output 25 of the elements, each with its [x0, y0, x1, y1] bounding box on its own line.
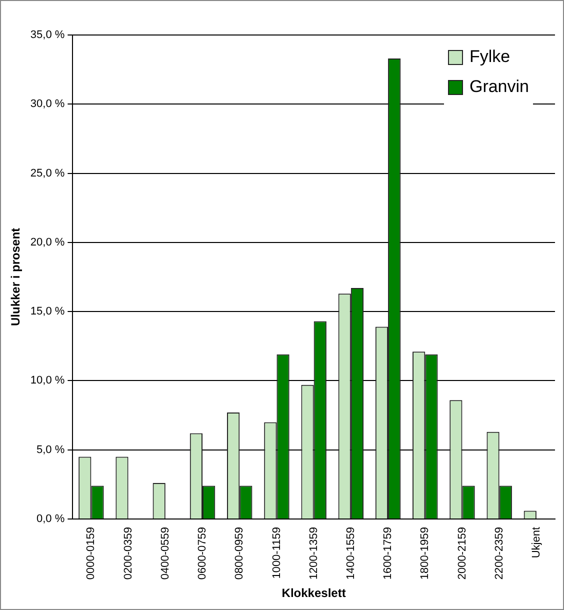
x-tick-label: 2000-2159	[456, 526, 468, 580]
x-tick-label: 1400-1559	[344, 526, 357, 580]
x-tick-label: 1800-1959	[419, 526, 432, 580]
x-axis-title: Klokkeslett	[282, 586, 346, 600]
y-tick-label: 25,0 %	[30, 167, 65, 180]
legend-label: Fylke	[469, 47, 510, 67]
y-tick-label: 20,0 %	[30, 236, 65, 248]
y-tick-label: 5,0 %	[36, 444, 65, 456]
x-tick-label: 1200-1359	[308, 526, 320, 580]
x-tick-label: 0000-0159	[85, 526, 98, 580]
x-tick-label: 0400-0559	[159, 526, 172, 580]
legend-label: Granvin	[469, 77, 529, 97]
x-tick-label: Ukjent	[530, 526, 542, 558]
x-tick-label: 0600-0759	[196, 526, 209, 580]
x-tick-label: 1000-1159	[270, 526, 283, 579]
y-tick-label: 0,0 %	[36, 513, 65, 526]
y-tick-label: 30,0 %	[30, 98, 65, 110]
y-tick-label: 10,0 %	[30, 374, 65, 387]
y-axis-title: Ulukker i prosent	[8, 228, 23, 326]
x-tick-label: 0800-0959	[234, 526, 246, 580]
x-tick-label: 2200-2359	[493, 526, 506, 580]
y-tick-label: 15,0 %	[30, 306, 65, 318]
x-tick-label: 1600-1759	[382, 526, 394, 580]
x-tick-label: 0200-0359	[122, 526, 134, 580]
y-tick-label: 35,0 %	[30, 29, 65, 42]
